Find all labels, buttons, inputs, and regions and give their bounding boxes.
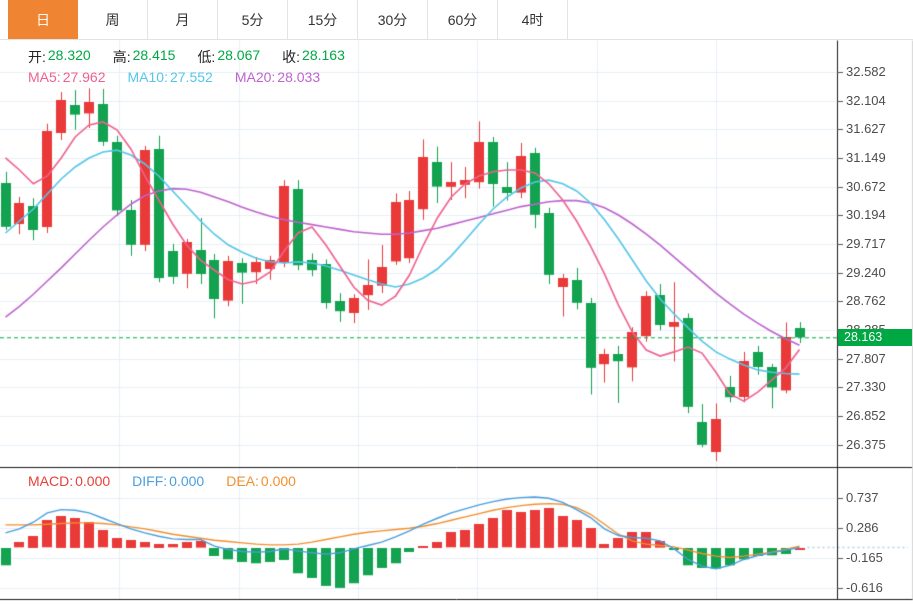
price-tick-label: 29.717 [846,236,886,251]
field-label: MA5: [28,69,61,85]
ma-readout: MA5: 27.962 MA10: 27.552 MA20: 28.033 [28,69,320,85]
period-tab-bar: 日周月 5分 15分 30分 60分 4时 [0,0,913,40]
price-tick-label: 30.194 [846,207,886,223]
price-tick-label: 32.104 [846,92,886,108]
price-tick-label: 27.807 [846,350,886,366]
field-label: MA10: [127,69,168,85]
macdrow-field: MACD: 0.000 [28,473,110,489]
macd-tick-label: -0.165 [846,550,883,566]
macdrow-field: DIFF: 0.000 [132,473,204,489]
tab-period-3[interactable]: 月 [148,0,218,39]
field-value: 28.067 [217,47,261,63]
field-value: 28.415 [132,47,176,63]
price-tick-label: 30.672 [846,178,886,194]
macd-tick-label: 0.286 [846,520,879,536]
quoterow-field: 收: 28.163 [282,47,345,67]
field-value: 28.033 [277,69,321,85]
field-label: MACD: [28,473,74,489]
marow-field: MA20: 28.033 [235,69,320,85]
field-value: 28.163 [302,47,345,63]
current-price-badge: 28.163 [838,328,912,346]
macd-readout: MACD: 0.000 DIFF: 0.000 DEA: 0.000 [28,473,296,489]
field-label: DIFF: [132,473,168,489]
tab-period-8[interactable]: 4时 [498,0,568,39]
marow-field: MA10: 27.552 [128,69,213,85]
field-label: DEA: [226,473,259,489]
tab-period-5[interactable]: 15分 [288,0,358,39]
tab-period-6[interactable]: 30分 [358,0,428,39]
field-value: 0.000 [75,473,111,489]
tab-period-7[interactable]: 60分 [428,0,498,39]
tab-period-1[interactable]: 日 [8,0,78,39]
price-tick-label: 31.149 [846,150,886,166]
field-value: 0.000 [260,473,296,489]
price-tick-label: 32.582 [846,64,886,79]
quoterow-field: 低: 28.067 [197,47,260,67]
marow-field: MA5: 27.962 [28,69,106,85]
field-label: MA20: [234,69,276,85]
field-label: 高: [112,49,131,65]
price-tick-label: 26.852 [846,408,886,423]
ohlc-readout: 开: 28.320 高: 28.415 低: 28.067 收: 28.163 [28,47,345,67]
field-value: 0.000 [169,473,205,489]
price-tick-label: 26.375 [846,436,886,452]
field-label: 低: [197,49,216,65]
price-tick-label: 27.330 [846,379,886,395]
field-label: 收: [282,49,301,65]
tab-period-4[interactable]: 5分 [218,0,288,39]
field-label: 开: [28,49,46,65]
quoterow-field: 开: 28.320 [28,47,91,67]
macd-tick-label: 0.737 [846,490,879,506]
field-value: 27.552 [169,69,213,85]
price-tick-label: 31.627 [846,121,886,137]
tab-period-2[interactable]: 周 [78,0,148,39]
macdrow-field: DEA: 0.000 [226,473,296,489]
quoterow-field: 高: 28.415 [113,47,176,67]
macd-tick-label: -0.616 [846,580,883,596]
price-tick-label: 29.240 [846,264,886,280]
price-tick-label: 28.762 [846,293,886,309]
field-value: 27.962 [62,69,106,85]
field-value: 28.320 [47,47,91,63]
